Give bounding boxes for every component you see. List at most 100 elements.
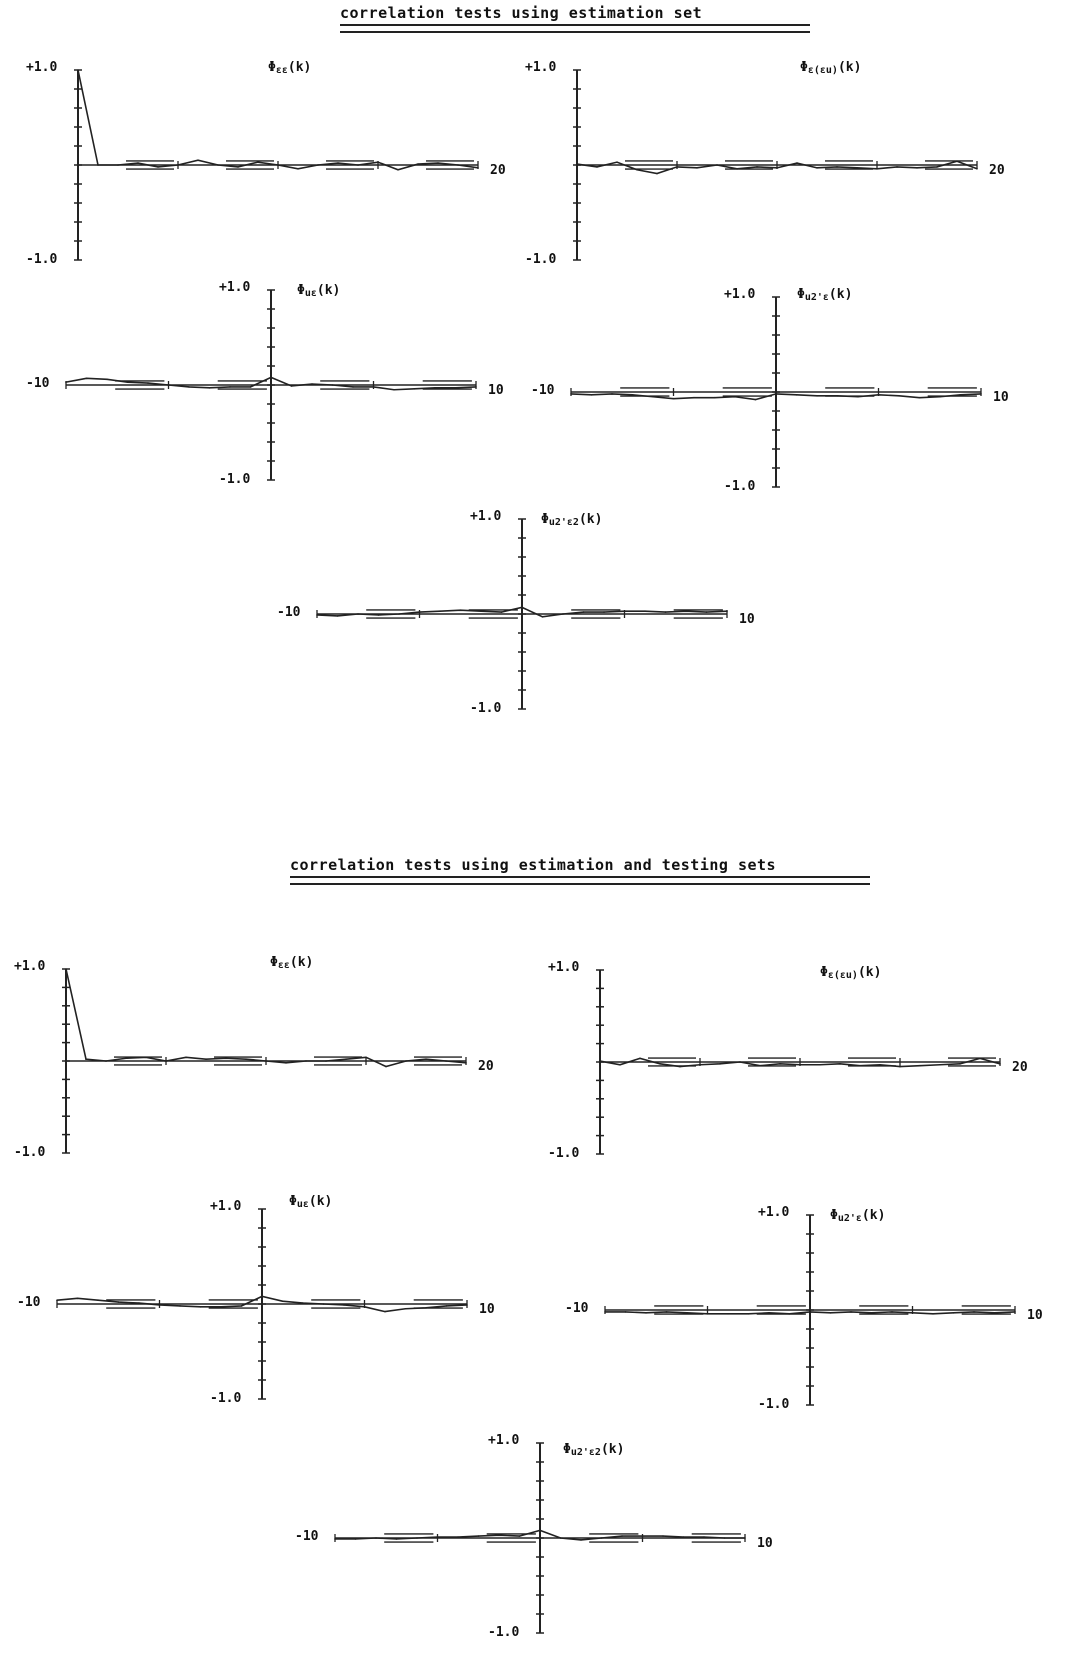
data-point xyxy=(177,164,179,166)
data-point xyxy=(418,611,421,613)
x-max-label: 10 xyxy=(993,390,1009,405)
data-point xyxy=(870,1312,873,1314)
correlation-series-line xyxy=(77,69,479,171)
correlation-series-line xyxy=(316,606,728,618)
plot-label: Φu2'ε(k) xyxy=(797,287,852,303)
data-point xyxy=(999,1063,1001,1065)
data-point xyxy=(377,161,379,163)
data-point xyxy=(477,167,479,169)
plot-label: Φuε(k) xyxy=(297,283,340,299)
section-title: correlation tests using estimation and t… xyxy=(290,856,777,874)
data-point xyxy=(77,69,79,71)
title-double-underline xyxy=(340,24,810,33)
data-point xyxy=(398,613,400,615)
data-point xyxy=(217,164,219,166)
y-min-label: -1.0 xyxy=(758,1397,790,1412)
data-point xyxy=(179,1305,181,1307)
data-point xyxy=(699,1063,701,1066)
data-point xyxy=(916,167,918,169)
data-point xyxy=(736,168,738,170)
data-point xyxy=(919,1064,921,1067)
data-point xyxy=(188,386,190,388)
data-point xyxy=(559,1537,562,1539)
y-min-label: -1.0 xyxy=(14,1145,46,1160)
data-point xyxy=(281,1300,284,1302)
data-point xyxy=(385,1065,387,1068)
plot-label: Φu2'ε2(k) xyxy=(541,512,602,528)
data-point xyxy=(756,166,758,168)
correlation-series-line xyxy=(570,393,982,401)
data-point xyxy=(475,386,477,388)
y-max-label: +1.0 xyxy=(26,60,58,75)
data-point xyxy=(623,610,626,612)
data-point xyxy=(693,396,695,399)
data-point xyxy=(779,1063,781,1065)
data-point xyxy=(580,1539,582,1541)
data-point xyxy=(1014,1311,1016,1313)
data-point xyxy=(672,397,675,400)
data-point xyxy=(576,163,578,165)
data-point xyxy=(316,614,318,616)
data-point xyxy=(759,1064,761,1067)
data-point xyxy=(85,377,88,380)
phi-symbol: Φ xyxy=(563,1442,571,1457)
plot-label: Φuε(k) xyxy=(289,1194,332,1210)
data-point xyxy=(664,611,667,613)
data-point xyxy=(665,1311,668,1313)
data-point xyxy=(436,1536,439,1538)
data-point xyxy=(739,1061,741,1063)
data-point xyxy=(377,614,380,616)
data-point xyxy=(727,1313,729,1315)
data-point xyxy=(375,1537,377,1539)
data-point xyxy=(582,611,585,613)
plot-label-subscript: uε xyxy=(304,288,317,299)
data-point xyxy=(973,1311,975,1313)
data-point xyxy=(652,395,654,398)
data-point xyxy=(719,1063,721,1065)
x-max-label: 20 xyxy=(1012,1060,1028,1075)
data-point xyxy=(959,1063,961,1065)
data-point xyxy=(229,386,231,388)
correlation-series-line xyxy=(65,968,467,1068)
data-point xyxy=(713,396,716,399)
data-point xyxy=(656,172,658,175)
data-point xyxy=(776,167,778,169)
plot-label-arg: (k) xyxy=(308,1194,333,1209)
data-point xyxy=(603,611,605,613)
plot-label-arg: (k) xyxy=(578,512,603,527)
data-point xyxy=(354,1538,357,1540)
data-point xyxy=(682,1536,685,1538)
data-point xyxy=(297,168,299,170)
data-point xyxy=(208,387,211,389)
data-point xyxy=(956,160,958,162)
data-point xyxy=(416,1537,418,1539)
x-max-label: 20 xyxy=(490,163,506,178)
data-point xyxy=(636,168,638,171)
plot-label-arg: (k) xyxy=(861,1208,886,1223)
data-point xyxy=(816,395,818,397)
data-point xyxy=(137,162,139,164)
data-point xyxy=(795,394,798,396)
plot-label-arg: (k) xyxy=(828,287,853,302)
y-min-label: -1.0 xyxy=(210,1391,242,1406)
data-point xyxy=(220,1306,222,1308)
data-point xyxy=(836,395,839,397)
data-point xyxy=(454,387,457,389)
data-point xyxy=(676,166,678,168)
data-point xyxy=(270,376,272,379)
data-point xyxy=(939,1063,941,1066)
phi-symbol: Φ xyxy=(820,965,828,980)
plot-label-arg: (k) xyxy=(316,283,341,298)
phi-symbol: Φ xyxy=(270,955,278,970)
section-title: correlation tests using estimation set xyxy=(340,4,703,22)
data-point xyxy=(480,610,482,612)
data-point xyxy=(829,1312,832,1314)
x-min-label: -10 xyxy=(277,605,301,620)
data-point xyxy=(599,1060,601,1062)
data-point xyxy=(311,383,313,385)
phi-symbol: Φ xyxy=(268,60,276,75)
plot-label-arg: (k) xyxy=(287,60,312,75)
data-point xyxy=(796,162,798,164)
data-point xyxy=(703,1536,705,1538)
data-point xyxy=(768,1312,770,1314)
